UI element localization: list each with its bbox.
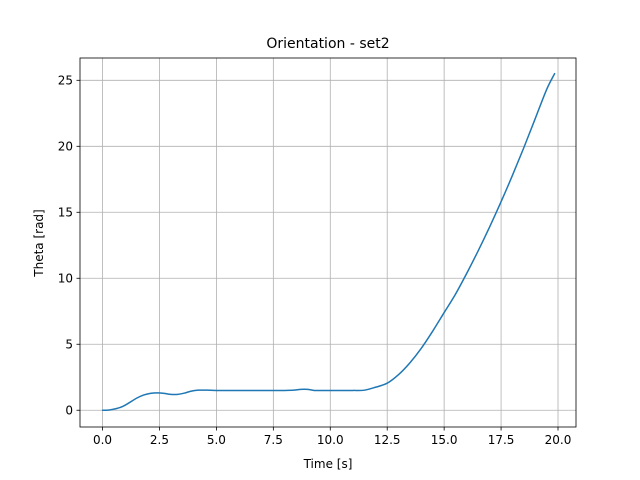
- chart-title: Orientation - set2: [266, 36, 389, 52]
- y-tick-label: 5: [65, 337, 73, 351]
- y-axis-label: Theta [rad]: [32, 209, 46, 277]
- x-tick-label: 10.0: [317, 433, 344, 447]
- y-tick-label: 25: [58, 74, 73, 88]
- x-tick-label: 17.5: [488, 433, 515, 447]
- y-tick-label: 10: [58, 271, 73, 285]
- x-tick-label: 20.0: [545, 433, 572, 447]
- x-tick-label: 12.5: [374, 433, 401, 447]
- x-tick-label: 5.0: [207, 433, 226, 447]
- x-tick-label: 7.5: [264, 433, 283, 447]
- y-tick-label: 0: [65, 403, 73, 417]
- y-tick-label: 15: [58, 205, 73, 219]
- x-tick-label: 0.0: [93, 433, 112, 447]
- x-axis-label: Time [s]: [303, 457, 353, 471]
- x-tick-label: 15.0: [431, 433, 458, 447]
- x-tick-label: 2.5: [150, 433, 169, 447]
- y-tick-label: 20: [58, 139, 73, 153]
